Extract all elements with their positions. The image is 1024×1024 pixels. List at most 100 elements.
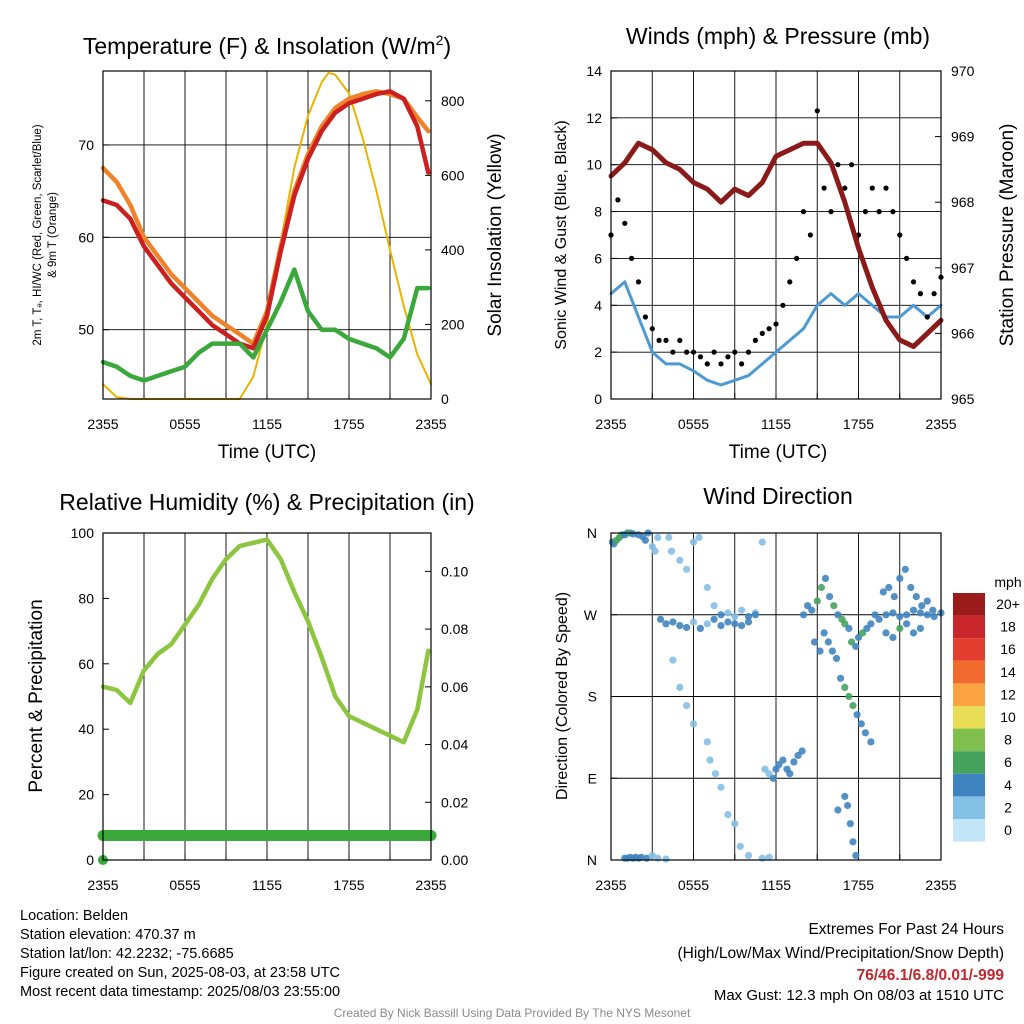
pressure-line [608,140,944,349]
direction-point [909,606,918,614]
gust-point [787,279,793,285]
direction-point [779,756,787,764]
gust-point [752,337,759,343]
colorbar-swatch [953,660,985,684]
x-tick-label: 1155 [761,416,791,432]
direction-point [799,611,808,619]
direction-point [654,854,662,862]
x-tick-label: 2355 [595,416,626,432]
direction-point [849,702,857,710]
gust-point [910,279,917,285]
direction-point [695,533,703,542]
direction-point [824,638,832,646]
direction-point [901,565,909,573]
direction-point [689,538,698,546]
direction-point [765,770,773,778]
direction-point [744,851,753,860]
direction-point [882,611,890,619]
direction-point [896,624,904,633]
direction-point [816,647,824,655]
plot-frame-3 [610,532,942,861]
temperature-y-tick-label: 60 [78,229,94,245]
pressure-y-axis-label: Station Pressure (Maroon) [997,124,1018,347]
colorbar-label: 6 [1004,754,1012,770]
direction-point [648,851,656,860]
gust-point [800,209,807,215]
direction-point [703,738,711,746]
extremes-values: 76/46.1/6.8/0.01/-999 [856,967,1004,984]
humidity-plot-area: 2355 0555 1155 1755 2355 0 20 40 60 80 100 0.00 0.02… [71,525,469,893]
temperature-9m-line [100,89,431,346]
direction-point [703,620,711,628]
direction-point [731,820,739,828]
x-tick-label: 2355 [415,416,446,432]
direction-point [817,583,826,592]
direction-point [629,530,637,538]
direction-point [758,854,766,862]
gust-point [835,162,841,168]
direction-point [689,618,698,626]
gust-point [883,185,889,191]
direction-point [875,615,883,623]
colorbar-label: 16 [1000,641,1016,657]
direction-point [798,747,806,755]
direction-point [863,624,871,633]
temperature-2m-line [100,89,431,351]
gust-point [828,209,834,215]
colorbar-swatch [953,796,985,819]
elevation-text: Station elevation: 470.37 m [20,927,196,943]
gust-point [766,326,772,332]
gust-point [732,349,738,355]
humidity-line [100,537,431,745]
plot-frame-0 [102,70,432,400]
direction-point [896,613,904,621]
colorbar-label: 20+ [996,596,1020,612]
winds-plot-area: 2355 0555 1155 1755 2355 0 2 4 6 8 10 12 14 965 966 967… [586,63,974,432]
direction-point [929,606,937,614]
colorbar-label: 12 [1000,686,1016,702]
gust-point [807,232,814,238]
extremes-subtitle: (High/Low/Max Wind/Precipitation/Snow De… [677,945,1005,962]
precip-y-tick-label: 0.02 [441,794,468,810]
direction-point [710,602,718,610]
temperature-y-axis-label-line2: & 9m T (Orange) [47,192,59,278]
direction-point [846,820,854,828]
direction-point [765,853,773,861]
wind-y-tick-label: 0 [594,391,602,407]
direction-point [841,792,849,801]
colorbar-label: 18 [1000,619,1016,635]
temperature-panel-title: Temperature (F) & Insolation (W/m2) [83,32,451,59]
pressure-y-tick-label: 966 [951,325,975,341]
direction-point [667,547,676,555]
credit-text: Created By Nick Bassill Using Data Provi… [333,1006,691,1020]
direction-point [828,647,837,655]
gust-point [711,349,717,355]
direction-point [683,702,691,710]
x-tick-label: 1155 [761,877,791,893]
direction-point [907,583,915,592]
insolation-y-axis-label: Solar Insolation (Yellow) [485,133,506,336]
temperature-y-axis-label-line1: 2m T, Tₔ, HI/WC (Red, Green, Scarlet/Blu… [32,124,44,345]
humidity-panel-title: Relative Humidity (%) & Precipitation (i… [59,489,474,515]
temperature-y-tick-label: 50 [78,322,94,338]
direction-point [703,583,711,592]
humidity-y-axis-label: Percent & Precipitation [26,599,47,792]
station-metadata: Location: Belden Station elevation: 470.… [20,907,340,1002]
colorbar-label: 8 [1004,732,1012,748]
wind-y-tick-label: 8 [594,204,602,220]
direction-point [834,806,842,814]
direction-point [717,622,725,630]
direction-point [744,618,753,626]
direction-point [918,602,926,610]
direction-point [654,533,662,542]
direction-point [841,620,849,628]
direction-point [837,674,845,682]
direction-point [724,811,732,819]
gust-point [773,321,779,327]
gust-point [629,255,635,261]
temperature-insolation-panel: Temperature (F) & Insolation (W/m2) 2355… [32,32,506,463]
direction-point [820,629,828,637]
direction-point [724,609,732,617]
humidity-y-tick-label: 0 [86,852,94,868]
